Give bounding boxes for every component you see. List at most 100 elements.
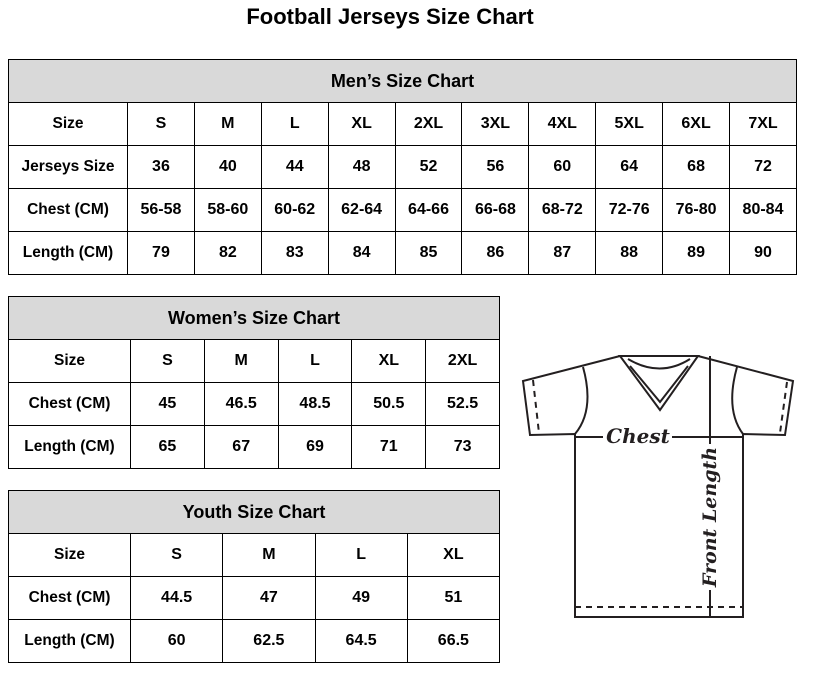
- table-cell: 52: [394, 145, 463, 189]
- table-cell: 6XL: [662, 102, 731, 146]
- table-cell: 80-84: [729, 188, 797, 232]
- row-label: Length (CM): [8, 425, 131, 469]
- table-row: Chest (CM) 44.5 47 49 51: [8, 576, 501, 620]
- table-cell: 69: [277, 425, 353, 469]
- table-cell: 84: [327, 231, 396, 275]
- table-cell: 40: [193, 145, 262, 189]
- table-cell: 62-64: [327, 188, 396, 232]
- table-cell: 44.5: [129, 576, 224, 620]
- table-cell: 45: [130, 382, 205, 426]
- table-row: Length (CM) 65 67 69 71 73: [8, 425, 500, 469]
- table-cell: 68: [662, 145, 731, 189]
- table-cell: 50.5: [351, 382, 427, 426]
- table-cell: 51: [406, 576, 501, 620]
- table-cell: 48.5: [277, 382, 353, 426]
- table-cell: 66-68: [461, 188, 530, 232]
- left-sleeve-seam: [574, 366, 589, 435]
- table-cell: 62.5: [222, 619, 316, 663]
- table-cell: M: [203, 339, 279, 383]
- table-cell: 76-80: [662, 188, 731, 232]
- row-label: Chest (CM): [8, 576, 131, 620]
- table-row: Size S M L XL 2XL: [8, 339, 500, 383]
- table-row: Chest (CM) 56-58 58-60 60-62 62-64 64-66 66-68…: [8, 188, 797, 232]
- table-cell: 79: [127, 231, 195, 275]
- table-cell: 89: [662, 231, 731, 275]
- table-cell: M: [222, 533, 316, 577]
- row-label: Length (CM): [8, 619, 131, 663]
- table-cell: 56-58: [127, 188, 195, 232]
- table-cell: 49: [314, 576, 408, 620]
- row-label: Jerseys Size: [8, 145, 128, 189]
- page-title: Football Jerseys Size Chart: [246, 4, 534, 29]
- table-cell: 47: [222, 576, 316, 620]
- jersey-outline: [521, 355, 795, 618]
- table-cell: 46.5: [203, 382, 279, 426]
- table-cell: S: [130, 339, 205, 383]
- table-cell: 36: [127, 145, 195, 189]
- row-label: Length (CM): [8, 231, 128, 275]
- table-cell: M: [193, 102, 262, 146]
- table-cell: 2XL: [425, 339, 500, 383]
- table-cell: 82: [193, 231, 262, 275]
- table-cell: 68-72: [528, 188, 597, 232]
- chest-label: Chest: [606, 424, 670, 448]
- table-row: Chest (CM) 45 46.5 48.5 50.5 52.5: [8, 382, 500, 426]
- table-cell: 71: [351, 425, 427, 469]
- jersey-diagram: Chest Front Length: [521, 355, 795, 618]
- collar-inner: [627, 358, 691, 404]
- table-cell: 72: [729, 145, 797, 189]
- table-cell: 7XL: [729, 102, 797, 146]
- table-cell: XL: [351, 339, 427, 383]
- table-cell: 73: [425, 425, 500, 469]
- table-title: Youth Size Chart: [8, 490, 500, 534]
- row-label: Chest (CM): [8, 382, 131, 426]
- table-row: Size S M L XL: [8, 533, 501, 577]
- table-cell: L: [314, 533, 408, 577]
- table-cell: 64-66: [394, 188, 463, 232]
- mens-size-table: Men’s Size Chart Size S M L XL 2XL 3XL 4XL 5XL 6XL…: [8, 59, 797, 275]
- table-cell: 2XL: [394, 102, 463, 146]
- table-cell: 87: [528, 231, 597, 275]
- table-cell: 64.5: [314, 619, 408, 663]
- table-row: Length (CM) 60 62.5 64.5 66.5: [8, 619, 501, 663]
- table-cell: XL: [327, 102, 396, 146]
- table-cell: 58-60: [193, 188, 262, 232]
- table-title: Men’s Size Chart: [8, 59, 797, 103]
- table-cell: L: [260, 102, 329, 146]
- table-cell: 65: [130, 425, 205, 469]
- table-cell: L: [277, 339, 353, 383]
- collar: [618, 355, 700, 412]
- table-cell: 60: [129, 619, 224, 663]
- table-cell: 4XL: [528, 102, 597, 146]
- table-cell: 66.5: [406, 619, 501, 663]
- table-cell: 90: [729, 231, 797, 275]
- table-cell: 88: [595, 231, 664, 275]
- table-title: Women’s Size Chart: [8, 296, 500, 340]
- table-cell: 60: [528, 145, 597, 189]
- table-cell: 48: [327, 145, 396, 189]
- table-cell: 56: [461, 145, 530, 189]
- row-label: Size: [8, 533, 131, 577]
- right-sleeve-seam: [731, 366, 744, 435]
- table-cell: 44: [260, 145, 329, 189]
- table-cell: 83: [260, 231, 329, 275]
- table-cell: 67: [203, 425, 279, 469]
- row-label: Size: [8, 102, 128, 146]
- table-cell: 52.5: [425, 382, 500, 426]
- row-label: Chest (CM): [8, 188, 128, 232]
- table-row: Size S M L XL 2XL 3XL 4XL 5XL 6XL 7XL: [8, 102, 797, 146]
- table-cell: 86: [461, 231, 530, 275]
- table-cell: S: [127, 102, 195, 146]
- hem-dashes: [532, 379, 788, 608]
- table-cell: 3XL: [461, 102, 530, 146]
- table-cell: 5XL: [595, 102, 664, 146]
- table-cell: 85: [394, 231, 463, 275]
- table-cell: S: [129, 533, 224, 577]
- row-label: Size: [8, 339, 131, 383]
- table-cell: XL: [406, 533, 501, 577]
- table-cell: 72-76: [595, 188, 664, 232]
- womens-size-table: Women’s Size Chart Size S M L XL 2XL Chest (CM)…: [8, 296, 500, 469]
- table-row: Jerseys Size 36 40 44 48 52 56 60 64 68 72: [8, 145, 797, 189]
- table-cell: 64: [595, 145, 664, 189]
- table-cell: 60-62: [260, 188, 329, 232]
